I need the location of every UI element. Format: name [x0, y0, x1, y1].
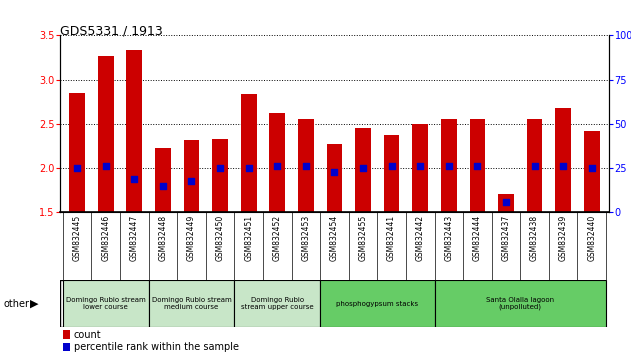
Bar — [155, 148, 171, 212]
Point — [415, 164, 425, 169]
Text: GSM832439: GSM832439 — [558, 215, 568, 261]
Text: GSM832451: GSM832451 — [244, 215, 253, 261]
Bar — [498, 194, 514, 212]
Text: GSM832447: GSM832447 — [130, 215, 139, 261]
Point — [358, 165, 368, 171]
Text: GSM832453: GSM832453 — [302, 215, 310, 261]
Point — [72, 165, 82, 171]
Text: GSM832442: GSM832442 — [416, 215, 425, 261]
Point — [587, 165, 597, 171]
Text: GSM832448: GSM832448 — [158, 215, 167, 261]
Text: GSM832445: GSM832445 — [73, 215, 81, 261]
Text: phosphogypsum stacks: phosphogypsum stacks — [336, 301, 418, 307]
Bar — [555, 108, 571, 212]
Text: GSM832450: GSM832450 — [216, 215, 225, 261]
Bar — [212, 139, 228, 212]
Point — [158, 183, 168, 189]
Bar — [98, 56, 114, 212]
Bar — [320, 280, 435, 327]
Bar — [184, 140, 199, 212]
Point — [501, 199, 511, 205]
Bar — [435, 280, 606, 327]
Point — [444, 164, 454, 169]
Text: Domingo Rubio
stream upper course: Domingo Rubio stream upper course — [241, 297, 314, 310]
Bar — [412, 124, 428, 212]
Text: GSM832441: GSM832441 — [387, 215, 396, 261]
Bar — [298, 120, 314, 212]
Bar — [441, 120, 457, 212]
Point — [529, 164, 540, 169]
Text: GSM832452: GSM832452 — [273, 215, 282, 261]
Bar — [469, 119, 485, 212]
Point — [215, 165, 225, 171]
Point — [244, 165, 254, 171]
Bar — [527, 120, 543, 212]
Point — [101, 164, 111, 169]
Text: GSM832454: GSM832454 — [330, 215, 339, 261]
Bar — [126, 50, 142, 212]
Text: GSM832455: GSM832455 — [358, 215, 367, 261]
Bar — [355, 128, 371, 212]
Text: ▶: ▶ — [30, 298, 38, 309]
Bar — [327, 144, 342, 212]
Text: percentile rank within the sample: percentile rank within the sample — [74, 342, 239, 352]
Point — [387, 164, 397, 169]
Text: Domingo Rubio stream
medium course: Domingo Rubio stream medium course — [151, 297, 232, 310]
Bar — [63, 280, 148, 327]
Bar — [241, 94, 257, 212]
Point — [329, 169, 339, 175]
Text: GSM832437: GSM832437 — [502, 215, 510, 261]
Text: GSM832446: GSM832446 — [101, 215, 110, 261]
Bar — [384, 135, 399, 212]
Text: GSM832449: GSM832449 — [187, 215, 196, 261]
Point — [186, 178, 196, 183]
Text: other: other — [3, 298, 29, 309]
Text: Domingo Rubio stream
lower course: Domingo Rubio stream lower course — [66, 297, 146, 310]
Bar — [69, 93, 85, 212]
Point — [129, 176, 139, 182]
Point — [473, 164, 483, 169]
Bar — [234, 280, 320, 327]
Text: Santa Olalla lagoon
(unpolluted): Santa Olalla lagoon (unpolluted) — [487, 297, 555, 310]
Text: GSM832444: GSM832444 — [473, 215, 482, 261]
Point — [301, 164, 311, 169]
Text: GSM832438: GSM832438 — [530, 215, 539, 261]
Point — [558, 164, 568, 169]
Bar — [148, 280, 234, 327]
Text: GSM832440: GSM832440 — [587, 215, 596, 261]
Bar — [62, 343, 69, 351]
Point — [272, 164, 282, 169]
Bar — [584, 131, 599, 212]
Bar — [62, 330, 69, 339]
Text: GSM832443: GSM832443 — [444, 215, 453, 261]
Bar — [269, 113, 285, 212]
Text: count: count — [74, 330, 102, 340]
Text: GDS5331 / 1913: GDS5331 / 1913 — [60, 25, 163, 38]
